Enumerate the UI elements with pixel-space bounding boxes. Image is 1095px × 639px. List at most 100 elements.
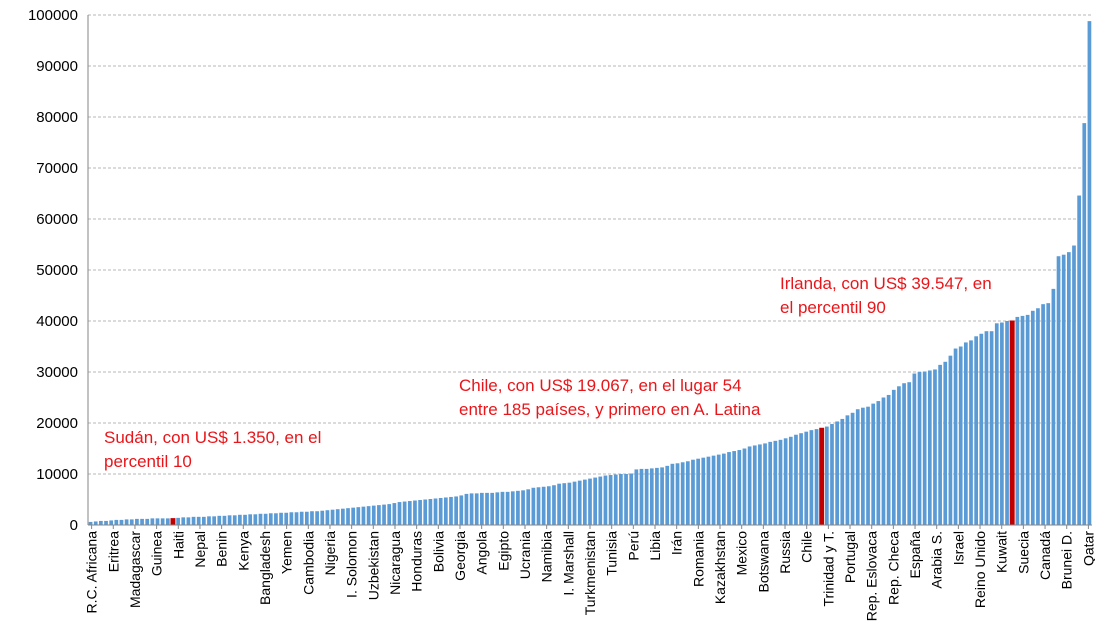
bar [974, 336, 979, 525]
bar [165, 518, 170, 525]
bar [830, 424, 834, 525]
bar [438, 497, 443, 525]
bar [629, 473, 634, 525]
bar [346, 508, 350, 525]
bar [639, 468, 644, 525]
x-tick-label: Russia [777, 531, 793, 574]
x-tick-label: Yemen [279, 531, 295, 574]
bar [912, 373, 917, 525]
bar [428, 498, 433, 525]
bar [418, 500, 422, 525]
bar [927, 370, 932, 525]
bar [572, 481, 577, 525]
x-tick-label: Israel [950, 531, 966, 565]
bar [407, 501, 412, 525]
bar [304, 511, 309, 525]
bar [510, 491, 515, 525]
x-tick-label: Canadá [1037, 531, 1053, 580]
bar [773, 440, 778, 525]
bar [243, 514, 247, 525]
bar [88, 521, 93, 525]
bar [1082, 123, 1087, 526]
bar [969, 340, 973, 525]
bar [850, 412, 855, 525]
bars [88, 21, 1092, 526]
bar [824, 426, 829, 525]
bar [310, 511, 314, 525]
x-tick-label: Ucrania [517, 531, 533, 579]
y-tick-label: 40000 [36, 313, 78, 330]
bar [670, 463, 675, 525]
x-tick-label: Chile [799, 531, 815, 563]
bar [649, 468, 654, 525]
bar [727, 452, 731, 525]
bar [1046, 303, 1051, 525]
bar [217, 515, 222, 525]
bar [763, 443, 767, 525]
bar [129, 519, 134, 525]
bar [279, 512, 283, 525]
bar [1072, 245, 1076, 525]
bar [665, 465, 670, 525]
bar [891, 389, 896, 525]
bar-highlight [819, 427, 825, 525]
bar [778, 439, 783, 525]
bar [907, 382, 912, 525]
annotation-chile: Chile, con US$ 19.067, en el lugar 54 en… [459, 376, 761, 419]
bar [567, 482, 572, 525]
bar [1061, 254, 1066, 525]
x-tick-label: Turkmenistan [582, 531, 598, 615]
x-tick-label: Mexico [734, 531, 750, 576]
bar [706, 456, 711, 525]
bar [371, 505, 376, 525]
bar [443, 497, 448, 525]
bar [685, 461, 690, 525]
bar [680, 462, 685, 525]
bar [474, 493, 479, 525]
bar [943, 361, 948, 525]
bar [351, 507, 356, 525]
bar [1030, 310, 1035, 525]
bar [752, 445, 757, 525]
x-tick-label: Rep. Eslovaca [864, 531, 880, 621]
x-tick-label: I. Marshall [560, 531, 576, 596]
bar [124, 519, 129, 525]
bar [588, 478, 592, 525]
bar [1056, 256, 1061, 525]
annotation-irlanda: Irlanda, con US$ 39.547, en el percentil… [780, 274, 992, 317]
bar [979, 333, 984, 525]
bar [788, 436, 793, 525]
bar [814, 429, 819, 525]
bar [804, 431, 809, 525]
y-tick-label: 20000 [36, 415, 78, 432]
bar [845, 415, 850, 525]
bar [485, 492, 489, 525]
x-tick-label: R.C. Africana [84, 531, 100, 614]
bar [1015, 316, 1020, 525]
bar [701, 457, 706, 525]
bar [1036, 308, 1040, 525]
bar [989, 331, 994, 525]
x-tick-label: Irán [669, 531, 685, 555]
bar [119, 519, 124, 525]
bar [176, 517, 180, 525]
bar [382, 504, 386, 525]
bar [768, 441, 773, 525]
bar [557, 483, 561, 525]
bar [794, 434, 798, 525]
x-tick-label: Nigeria [322, 531, 338, 576]
bar [953, 348, 958, 525]
bar [160, 518, 165, 525]
bar [1066, 252, 1071, 525]
x-tick-label: Angola [474, 531, 490, 575]
bar [742, 448, 747, 525]
bar [552, 485, 556, 525]
bar [341, 508, 345, 525]
x-tick-label: Madagascar [127, 531, 143, 608]
bar [1087, 21, 1092, 526]
bar [598, 476, 603, 525]
bar [469, 493, 474, 525]
y-tick-label: 90000 [36, 58, 78, 75]
x-tick-label: Qatar [1080, 531, 1095, 566]
